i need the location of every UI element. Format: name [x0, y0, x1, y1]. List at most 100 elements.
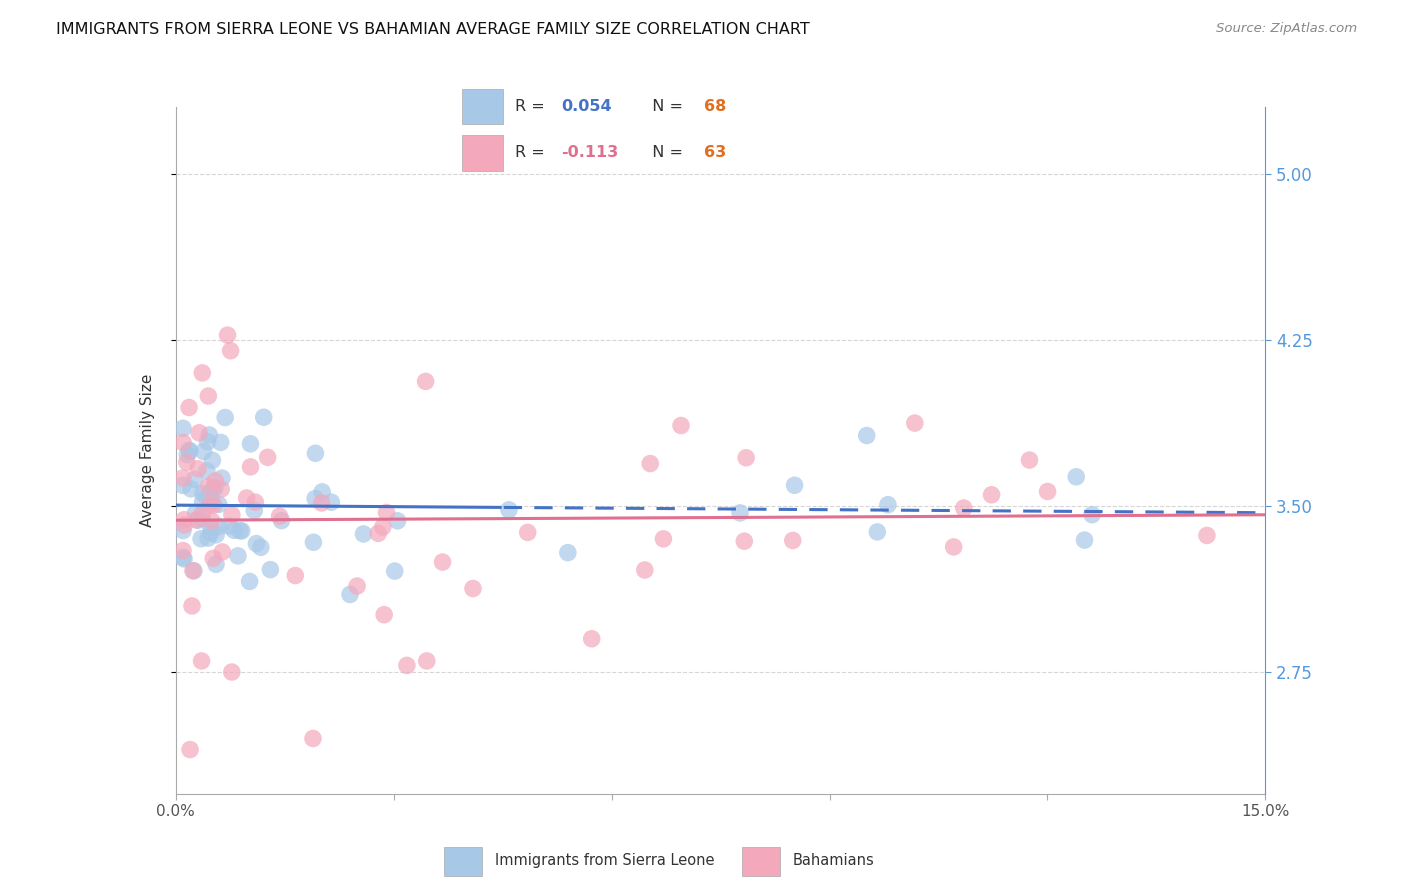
Point [204, 481, 226, 495]
Point [177, 443, 200, 458]
Point [253, 410, 276, 425]
Point [311, 484, 333, 499]
Point [172, 543, 194, 558]
Point [208, 519, 231, 533]
Point [384, 564, 406, 578]
Point [176, 448, 198, 462]
Point [877, 498, 900, 512]
Point [205, 558, 228, 572]
Point [395, 658, 418, 673]
Point [634, 563, 657, 577]
Point [197, 479, 219, 493]
Point [208, 498, 231, 512]
Point [1081, 508, 1104, 522]
Point [197, 434, 219, 449]
Point [229, 524, 252, 538]
Point [782, 533, 804, 548]
Point [557, 546, 579, 560]
Point [187, 513, 209, 527]
Point [181, 564, 204, 578]
Point [1195, 528, 1218, 542]
Point [211, 471, 233, 485]
Point [733, 534, 755, 549]
Point [172, 550, 194, 565]
Point [269, 509, 291, 524]
Point [177, 401, 200, 415]
Point [735, 450, 758, 465]
Point [302, 731, 325, 746]
Point [191, 494, 214, 508]
Text: Bahamians: Bahamians [793, 854, 875, 868]
Point [214, 410, 236, 425]
Bar [444, 847, 482, 876]
Point [855, 428, 877, 442]
Point [181, 599, 204, 613]
Point [1018, 453, 1040, 467]
Point [259, 563, 281, 577]
Point [224, 524, 246, 538]
Point [183, 564, 205, 578]
Bar [463, 89, 502, 124]
Point [461, 582, 484, 596]
Point [201, 514, 224, 528]
Point [638, 457, 661, 471]
Point [173, 518, 195, 533]
Point [211, 545, 233, 559]
Point [387, 514, 409, 528]
Text: IMMIGRANTS FROM SIERRA LEONE VS BAHAMIAN AVERAGE FAMILY SIZE CORRELATION CHART: IMMIGRANTS FROM SIERRA LEONE VS BAHAMIAN… [56, 22, 810, 37]
Point [173, 513, 195, 527]
Point [231, 524, 253, 538]
Text: 0.054: 0.054 [561, 99, 612, 114]
Point [498, 503, 520, 517]
Point [256, 450, 278, 465]
Point [172, 524, 194, 538]
Point [190, 654, 212, 668]
Point [200, 520, 222, 534]
Text: N =: N = [641, 99, 688, 114]
Point [201, 453, 224, 467]
Point [179, 742, 201, 756]
Point [346, 579, 368, 593]
Point [432, 555, 454, 569]
Text: 68: 68 [703, 99, 725, 114]
Point [239, 459, 262, 474]
Point [371, 520, 394, 534]
Point [942, 540, 965, 554]
Point [652, 532, 675, 546]
Point [179, 444, 201, 458]
Point [339, 587, 361, 601]
Point [183, 472, 205, 486]
Point [184, 506, 207, 520]
Point [245, 495, 267, 509]
Point [195, 489, 218, 503]
Point [202, 481, 225, 495]
Point [209, 435, 232, 450]
Point [1036, 484, 1059, 499]
Point [321, 495, 343, 509]
Point [191, 507, 214, 521]
Point [235, 491, 257, 505]
Point [172, 471, 194, 485]
Point [302, 535, 325, 549]
Text: -0.113: -0.113 [561, 145, 619, 161]
Point [204, 474, 226, 488]
Point [191, 486, 214, 500]
Point [952, 501, 974, 516]
Point [191, 511, 214, 525]
Point [190, 532, 212, 546]
Point [197, 531, 219, 545]
Point [180, 482, 202, 496]
Point [202, 498, 225, 512]
Point [239, 437, 262, 451]
Point [1073, 533, 1095, 547]
Point [205, 527, 228, 541]
Point [188, 425, 211, 440]
Point [202, 551, 225, 566]
Point [284, 568, 307, 582]
Point [217, 328, 239, 343]
Point [581, 632, 603, 646]
Point [172, 435, 194, 450]
Point [200, 493, 222, 508]
Point [195, 464, 218, 478]
Point [187, 462, 209, 476]
